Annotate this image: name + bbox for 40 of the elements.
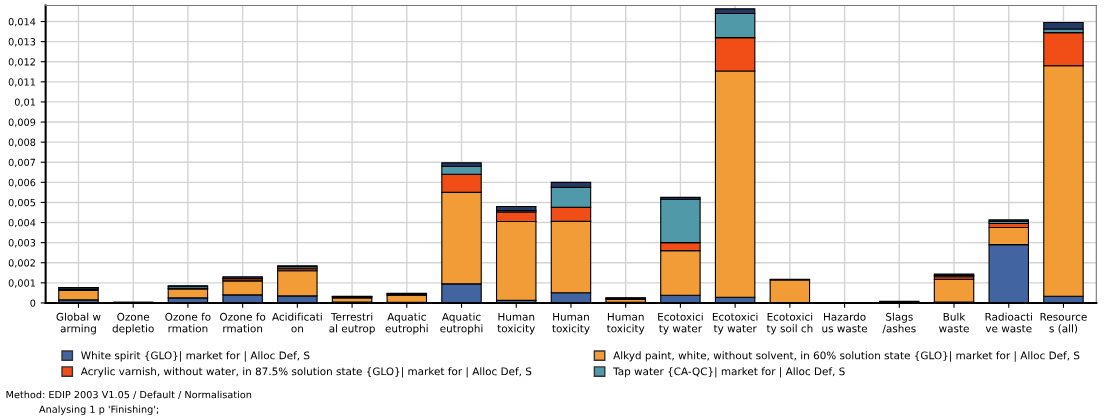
x-tick-label: Aquatic eutrophi [440, 312, 483, 335]
y-tick-label: 0,013 [8, 38, 36, 47]
x-tick-label: Terrestri al eutrop [329, 312, 375, 335]
y-tick-label: 0,011 [8, 78, 36, 87]
x-tick-label: Ozone depletio [112, 312, 154, 335]
y-tick-label: 0,001 [8, 279, 36, 288]
x-tick-label: Bulk waste [939, 312, 969, 333]
y-tick-label: 0,002 [8, 259, 35, 268]
x-tick-label: Ecotoxici ty water [658, 312, 703, 335]
x-tick-label: Ozone fo rmation [220, 312, 266, 333]
y-tick-label: 0,01 [14, 98, 36, 107]
x-tick-label: Hazardo us waste [822, 312, 868, 333]
legend-label: White spirit {GLO}| market for | Alloc Def, S [81, 351, 310, 362]
y-tick-label: 0,014 [8, 18, 36, 27]
y-tick-label: 0,008 [8, 138, 36, 147]
y-tick-label: 0,012 [8, 58, 35, 67]
x-tick-label: Ozone fo rmation [165, 312, 211, 333]
x-tick-label: Radioacti ve waste [985, 312, 1032, 333]
y-tick-label: 0,009 [8, 118, 36, 127]
y-tick-label: 0,007 [8, 158, 36, 168]
legend-label: Acrylic varnish, without water, in 87.5% solution state {GLO}| market for | Alloc Def, S [80, 367, 532, 378]
y-tick-label: 0,003 [8, 239, 36, 248]
x-tick-label: Global w arming [56, 312, 101, 335]
y-tick-label: 0,005 [8, 198, 36, 208]
x-tick-label: Ecotoxici ty soil ch [766, 312, 813, 335]
x-tick-label: Acidificati on [272, 312, 322, 333]
x-tick-label: Human toxicity [497, 312, 535, 335]
y-tick-label: 0,004 [8, 219, 36, 228]
legend-label: Alkyd paint, white, without solvent, in 60% solution state {GLO}| market for | Alloc Def, S [613, 351, 1080, 362]
x-tick-label: Resource s (all) [1040, 312, 1087, 334]
x-tick-label: Human toxicity [606, 312, 645, 335]
y-tick-label: 0,006 [8, 178, 36, 188]
x-tick-label: Aquatic eutrophi [385, 312, 428, 335]
text: Method: EDIP 2003 V1.05 / Default / Normalisation [6, 390, 252, 400]
y-tick-label: 0 [30, 299, 36, 307]
legend-label: Tap water {CA-QC}| market for | Alloc Def, S [613, 367, 845, 378]
text: Analysing 1 p 'Finishing'; [39, 405, 159, 415]
x-tick-label: Human toxicity [552, 312, 590, 335]
x-tick-label: Slags /ashes [882, 312, 916, 334]
x-tick-label: Ecotoxici ty water [712, 312, 758, 335]
